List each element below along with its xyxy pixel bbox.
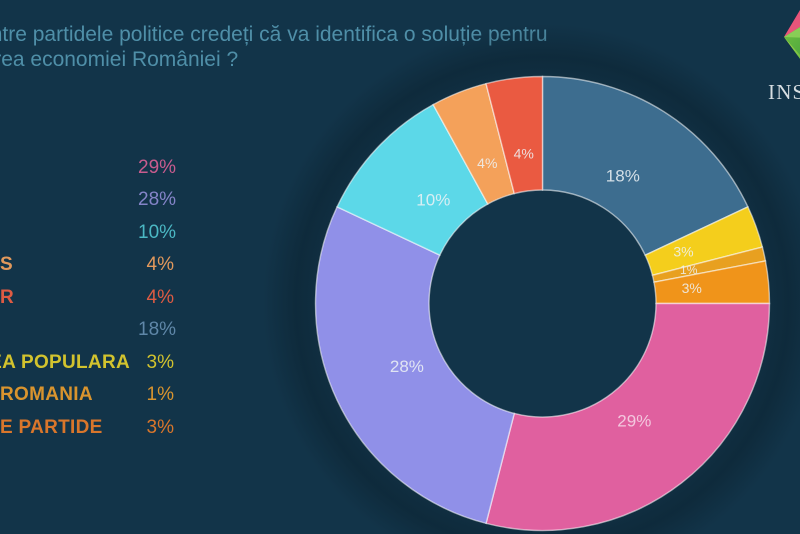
svg-text:1%: 1% [680,263,698,277]
svg-text:28%: 28% [390,357,424,376]
svg-text:4%: 4% [514,146,534,162]
svg-text:10%: 10% [416,190,450,209]
svg-text:3%: 3% [682,280,702,296]
svg-text:4%: 4% [477,155,497,171]
svg-text:29%: 29% [617,411,651,430]
svg-text:3%: 3% [673,244,693,260]
svg-text:18%: 18% [606,166,640,185]
